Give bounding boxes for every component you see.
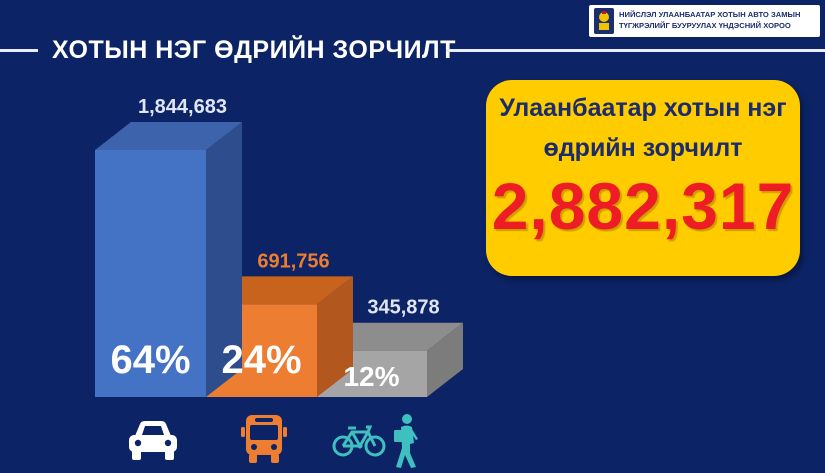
title-bar: ХОТЫН НЭГ ӨДРИЙН ЗОРЧИЛТ bbox=[0, 30, 825, 70]
value-label-bus: 691,756 bbox=[257, 250, 329, 272]
title-rule-right bbox=[446, 49, 825, 52]
bar-top-bus bbox=[206, 276, 353, 305]
bicycle-icon bbox=[332, 425, 386, 457]
value-label-bicycle-walk: 345,878 bbox=[367, 297, 439, 319]
percent-label-bicycle-walk: 12% bbox=[343, 361, 399, 392]
percent-label-car: 64% bbox=[110, 338, 190, 382]
daily-trips-summary-box: Улаанбаатар хотын нэг өдрийн зорчилт 2,8… bbox=[486, 80, 800, 276]
car-icon bbox=[129, 421, 177, 460]
bar-top-car bbox=[95, 122, 242, 150]
org-name-line2: ТҮГЖРЭЛИЙГ БУУРУУЛАХ ҮНДЭСНИЙ ХОРОО bbox=[619, 21, 791, 30]
summary-line1: Улаанбаатар хотын нэг bbox=[499, 94, 787, 122]
summary-line2: өдрийн зорчилт bbox=[543, 134, 743, 162]
bar-side-bicycle-walk bbox=[427, 322, 463, 397]
org-logo-box: НИЙСЛЭЛ УЛААНБААТАР ХОТЫН АВТО ЗАМЫН ТҮГ… bbox=[589, 5, 820, 37]
title-rule-left bbox=[0, 49, 38, 52]
bar-side-car bbox=[206, 122, 242, 397]
bar-car bbox=[95, 150, 206, 397]
bus-icon bbox=[241, 415, 287, 463]
bar-side-bus bbox=[317, 276, 353, 397]
value-label-car: 1,844,683 bbox=[138, 96, 227, 118]
page-title: ХОТЫН НЭГ ӨДРИЙН ЗОРЧИЛТ bbox=[52, 36, 456, 64]
pedestrian-icon bbox=[394, 414, 418, 468]
total-trips-value: 2,882,317 bbox=[491, 169, 795, 243]
org-name-line1: НИЙСЛЭЛ УЛААНБААТАР ХОТЫН АВТО ЗАМЫН bbox=[619, 10, 801, 19]
emblem-icon bbox=[594, 8, 614, 34]
percent-label-bus: 24% bbox=[221, 338, 301, 382]
